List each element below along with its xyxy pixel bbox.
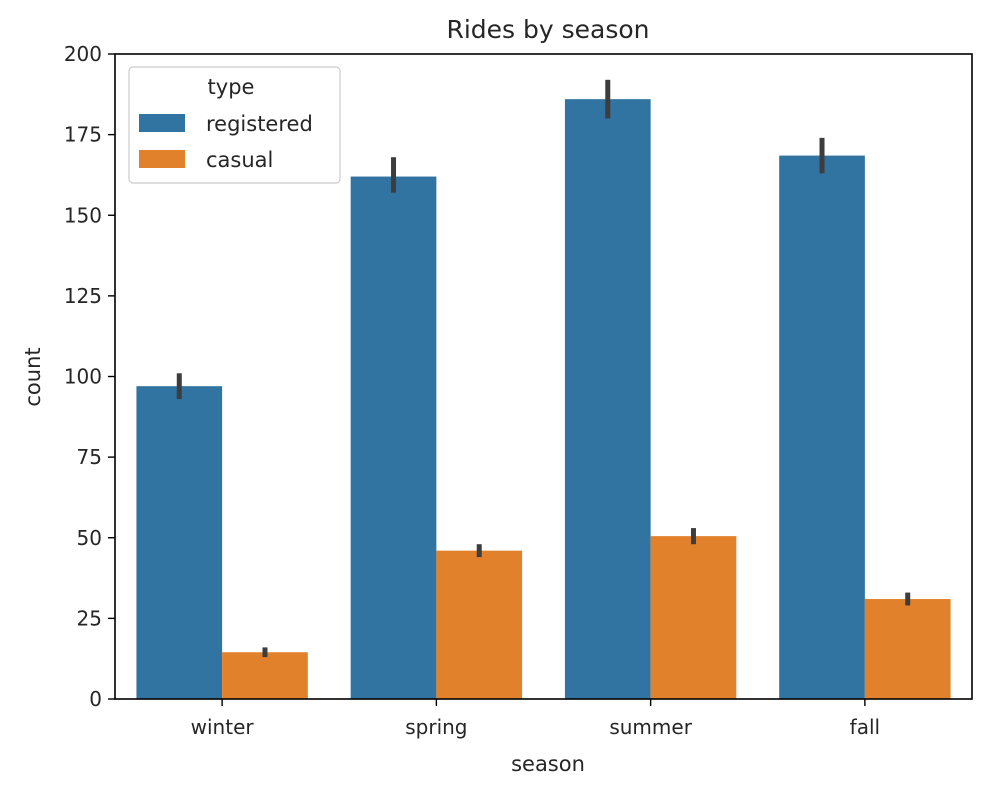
legend-swatch-registered <box>139 114 185 132</box>
y-tick-label: 100 <box>64 365 102 389</box>
y-tick-label: 75 <box>77 445 102 469</box>
y-axis-label: count <box>21 347 45 406</box>
y-tick-label: 50 <box>77 526 102 550</box>
x-tick-label: winter <box>191 715 255 739</box>
legend-swatch-casual <box>139 150 185 168</box>
legend-label-registered: registered <box>206 112 313 136</box>
bar-registered-winter <box>136 386 223 699</box>
bar-casual-fall <box>864 599 951 699</box>
x-axis: winter spring summer fall <box>191 699 880 739</box>
bar-casual-spring <box>436 550 523 699</box>
legend: type registered casual <box>128 66 341 184</box>
y-tick-label: 150 <box>64 203 102 227</box>
chart-title: Rides by season <box>446 15 649 44</box>
error-bars <box>176 79 911 658</box>
bar-casual-winter <box>222 652 308 699</box>
y-tick-label: 125 <box>64 284 102 308</box>
bars <box>136 99 951 700</box>
x-tick-label: fall <box>850 715 880 739</box>
legend-title: type <box>208 75 255 99</box>
y-tick-label: 0 <box>89 687 102 711</box>
x-axis-label: season <box>511 752 585 776</box>
y-tick-label: 25 <box>77 606 102 630</box>
y-tick-label: 175 <box>64 123 102 147</box>
legend-label-casual: casual <box>206 148 273 172</box>
y-tick-label: 200 <box>64 42 102 66</box>
bar-registered-summer <box>564 99 651 699</box>
bar-casual-summer <box>650 536 737 699</box>
plot-frame <box>114 53 973 700</box>
bar-registered-spring <box>350 176 437 700</box>
x-tick-label: summer <box>609 715 692 739</box>
bar-registered-fall <box>779 155 865 699</box>
x-tick-label: spring <box>405 715 467 739</box>
y-axis: 0 25 50 75 100 125 150 175 200 <box>64 42 115 711</box>
